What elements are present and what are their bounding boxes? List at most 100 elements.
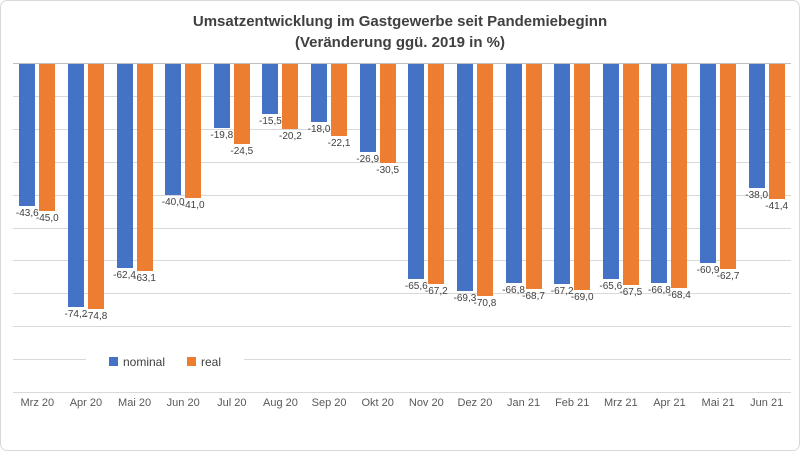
data-label-nominal: -65,6	[599, 280, 623, 292]
data-label-nominal: -65,6	[404, 280, 428, 292]
data-label-real: -24,5	[230, 145, 254, 157]
legend-label-nominal: nominal	[122, 354, 165, 369]
data-label-real: -70,8	[473, 297, 497, 309]
bar-real	[720, 64, 737, 270]
data-label-nominal: -74,2	[64, 309, 88, 321]
bar-real	[574, 64, 591, 290]
gridline	[13, 227, 791, 229]
bar-real	[233, 64, 250, 144]
data-label-nominal: -26,9	[356, 153, 380, 165]
bar-real	[39, 64, 56, 212]
data-label-nominal: -66,8	[648, 284, 671, 296]
gridline	[13, 95, 791, 97]
data-label-real: -22,1	[327, 137, 351, 149]
x-axis: Mrz 20 Apr 20 Mai 20 Jun 20 Jul 20 Aug 20 Sep …	[13, 397, 791, 413]
chart-title-line1: Umsatzentwicklung im Gastgewerbe seit Pa…	[192, 13, 608, 30]
bar-real	[476, 64, 493, 296]
data-label-nominal: -69,3	[453, 292, 477, 304]
x-axis-label: Mai 20	[118, 397, 152, 409]
data-label-real: -68,7	[522, 291, 545, 303]
bar-nominal	[262, 64, 279, 114]
data-label-nominal: -62,4	[113, 270, 136, 282]
bar-real	[768, 64, 785, 200]
data-label-real: -67,5	[619, 287, 643, 299]
data-label-real: -68,4	[668, 290, 691, 302]
data-label-real: -63,1	[133, 272, 156, 284]
legend-item-real: real	[187, 355, 221, 369]
data-label-nominal: -38,0	[745, 190, 769, 202]
chart-title: Umsatzentwicklung im Gastgewerbe seit Pa…	[1, 11, 799, 53]
x-axis-label: Jun 21	[750, 397, 784, 409]
x-axis-label: Apr 20	[69, 397, 103, 409]
x-axis-label: Dez 20	[457, 397, 493, 409]
gridline	[13, 194, 791, 196]
bar-nominal	[554, 64, 571, 285]
bar-nominal	[602, 64, 619, 279]
data-label-nominal: -66,8	[502, 284, 525, 296]
gridline	[13, 161, 791, 163]
x-axis-label: Jan 21	[507, 397, 541, 409]
x-axis-label: Mai 21	[701, 397, 735, 409]
bar-nominal	[359, 64, 376, 152]
nominal-swatch-icon	[108, 357, 118, 366]
x-axis-label: Sep 20	[311, 397, 347, 409]
data-label-nominal: -60,9	[696, 265, 720, 277]
data-label-real: -30,5	[376, 165, 400, 177]
bar-nominal	[67, 64, 84, 308]
bar-nominal	[408, 64, 425, 279]
x-axis-label: Apr 21	[653, 397, 686, 409]
data-label-real: -41,4	[765, 201, 789, 213]
bar-real	[136, 64, 153, 271]
bar-real	[671, 64, 688, 289]
bar-real	[87, 64, 104, 310]
gridline	[13, 326, 791, 328]
data-label-real: -20,2	[279, 131, 302, 143]
data-label-nominal: -67,2	[550, 286, 574, 298]
data-label-nominal: -19,8	[210, 130, 234, 142]
zero-axis-line	[13, 63, 791, 64]
bar-real	[282, 64, 299, 130]
bar-real	[185, 64, 202, 198]
legend-label-real: real	[201, 354, 222, 369]
x-axis-label: Mrz 21	[604, 397, 638, 409]
bar-real	[428, 64, 445, 285]
bar-nominal	[748, 64, 765, 189]
bar-nominal	[213, 64, 230, 129]
x-axis-label: Mrz 20	[20, 397, 55, 409]
chart-title-line2: (Veränderung ggü. 2019 in %)	[294, 34, 506, 51]
data-label-nominal: -43,6	[15, 208, 39, 220]
legend: nominal real	[86, 352, 244, 371]
gridline	[13, 128, 791, 130]
bar-nominal	[651, 64, 668, 283]
data-label-nominal: -18,0	[307, 124, 331, 136]
bar-real	[331, 64, 348, 136]
gridline	[13, 359, 791, 361]
x-axis-label: Nov 20	[408, 397, 444, 409]
data-label-real: -62,7	[716, 271, 740, 283]
x-axis-label: Aug 20	[263, 397, 298, 409]
bar-nominal	[505, 64, 522, 283]
bar-nominal	[700, 64, 717, 264]
gridline	[13, 293, 791, 295]
data-label-nominal: -15,5	[259, 115, 282, 127]
bar-nominal	[116, 64, 133, 269]
bar-nominal	[311, 64, 328, 123]
data-label-real: -41,0	[181, 199, 205, 211]
gridline	[13, 392, 791, 393]
bar-real	[525, 64, 542, 290]
real-swatch-icon	[187, 357, 196, 366]
data-label-real: -67,2	[424, 286, 448, 298]
data-label-real: -69,0	[570, 292, 594, 303]
data-label-real: -45,0	[35, 213, 59, 225]
x-axis-label: Feb 21	[555, 397, 590, 409]
legend-item-nominal: nominal	[108, 354, 165, 369]
bar-nominal	[456, 64, 473, 291]
bar-nominal	[19, 64, 36, 207]
x-axis-label: Okt 20	[361, 397, 394, 409]
gridline	[13, 260, 791, 262]
bar-nominal	[165, 64, 182, 195]
data-label-nominal: -40,0	[161, 196, 185, 208]
bar-real	[379, 64, 396, 164]
